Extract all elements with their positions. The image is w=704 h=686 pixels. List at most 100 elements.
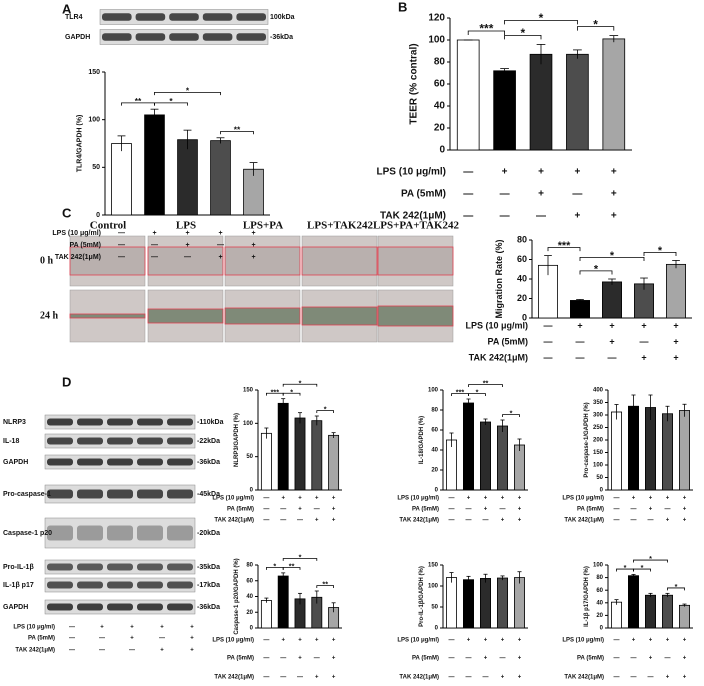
y-axis-label: IL-18/GAPDH (%): [419, 416, 425, 464]
treatment-sign: —: [118, 242, 125, 249]
treatment-sign: —: [314, 656, 320, 662]
treatment-sign: —: [614, 638, 620, 644]
treatment-sign: —: [463, 189, 473, 200]
blot-band: [47, 489, 73, 499]
y-tick-label: 50: [431, 605, 438, 611]
treatment-label: TAK 242(1μM): [564, 518, 604, 524]
treatment-sign: —: [280, 507, 286, 513]
blot-band: [102, 33, 132, 41]
bar: [479, 421, 491, 491]
bar: [294, 417, 306, 491]
treatment-sign: —: [263, 518, 269, 524]
sig-label: *: [510, 409, 513, 418]
bar: [679, 410, 691, 491]
sig-label: *: [299, 378, 302, 387]
sig-bracket: [282, 558, 318, 561]
y-tick-label: 0: [600, 488, 604, 494]
y-tick-label: 80: [596, 575, 603, 581]
sig-bracket: [467, 30, 505, 35]
blot-label: Caspase-1 p20: [3, 530, 52, 537]
treatment-sign: +: [673, 352, 678, 362]
treatment-sign: —: [184, 254, 191, 261]
treatment-sign: +: [649, 656, 653, 662]
treatment-sign: +: [501, 496, 505, 502]
blot-label: TLR4: [65, 14, 83, 21]
blot-treatment-sign: —: [129, 648, 135, 654]
blot-band: [107, 581, 133, 589]
image-column-title: LPS: [176, 220, 196, 232]
blot-label: GAPDH: [3, 604, 28, 611]
y-tick-label: 0: [96, 212, 100, 219]
blot-band: [47, 525, 73, 541]
treatment-label: TAK 242(1μM): [380, 211, 446, 222]
treatment-sign: —: [449, 518, 455, 524]
y-tick-label: 100: [88, 117, 100, 124]
sig-bracket: [633, 559, 668, 563]
bar: [679, 604, 691, 629]
blot-size: -36kDa: [270, 34, 293, 41]
y-tick-label: 40: [517, 273, 527, 283]
blot-band: [47, 458, 73, 466]
treatment-sign: +: [649, 638, 653, 644]
treatment-sign: +: [538, 189, 544, 200]
wound-gap: [301, 306, 378, 326]
y-tick-label: 200: [593, 438, 604, 444]
treatment-sign: +: [611, 211, 617, 222]
blot-treatment-sign: —: [159, 636, 165, 642]
blot-band: [202, 33, 233, 41]
sig-bracket: [282, 567, 301, 570]
treatment-sign: —: [151, 242, 158, 249]
blot-band: [107, 489, 133, 499]
treatment-sign: +: [251, 254, 255, 261]
blot-band: [47, 418, 73, 426]
blot-treatment-sign: +: [100, 625, 104, 631]
bar: [662, 594, 674, 629]
treatment-sign: +: [501, 675, 505, 681]
treatment-sign: —: [640, 336, 649, 346]
treatment-sign: +: [574, 167, 580, 178]
treatment-sign: —: [466, 656, 472, 662]
treatment-sign: +: [683, 675, 687, 681]
y-tick-label: 0: [522, 312, 527, 322]
blot-band: [107, 418, 133, 426]
blot-band: [236, 33, 266, 41]
blot-treatment-label: TAK 242(1μM): [15, 648, 55, 654]
treatment-sign: +: [332, 675, 336, 681]
treatment-sign: +: [298, 638, 302, 644]
treatment-sign: —: [449, 638, 455, 644]
treatment-sign: +: [683, 656, 687, 662]
bar: [243, 168, 264, 216]
treatment-sign: +: [298, 507, 302, 513]
treatment-sign: —: [500, 211, 510, 222]
bar: [445, 577, 457, 629]
treatment-sign: —: [151, 254, 158, 261]
blot-band: [107, 525, 133, 541]
treatment-sign: —: [449, 656, 455, 662]
blot-band: [167, 581, 193, 589]
bar: [645, 594, 657, 629]
sig-bracket: [579, 257, 645, 261]
treatment-sign: —: [500, 656, 506, 662]
y-tick-label: 250: [593, 425, 604, 431]
bar: [479, 578, 491, 629]
treatment-sign: —: [466, 507, 472, 513]
sig-bracket: [282, 392, 301, 396]
treatment-sign: —: [614, 675, 620, 681]
panel-letter: D: [62, 374, 71, 389]
treatment-sign: +: [632, 496, 636, 502]
treatment-sign: —: [280, 675, 286, 681]
treatment-sign: +: [518, 638, 522, 644]
sig-label: *: [649, 554, 652, 563]
blot-band: [167, 603, 193, 611]
treatment-sign: —: [449, 675, 455, 681]
bar: [277, 402, 289, 491]
bar: [570, 300, 591, 319]
treatment-sign: —: [614, 496, 620, 502]
y-tick-label: 20: [517, 293, 527, 303]
sig-label: ***: [271, 387, 280, 396]
blot-band: [107, 437, 133, 445]
treatment-sign: +: [152, 230, 156, 237]
treatment-label: TAK 242(1μM): [564, 675, 604, 681]
sig-label: **: [135, 96, 142, 106]
treatment-sign: +: [251, 230, 255, 237]
